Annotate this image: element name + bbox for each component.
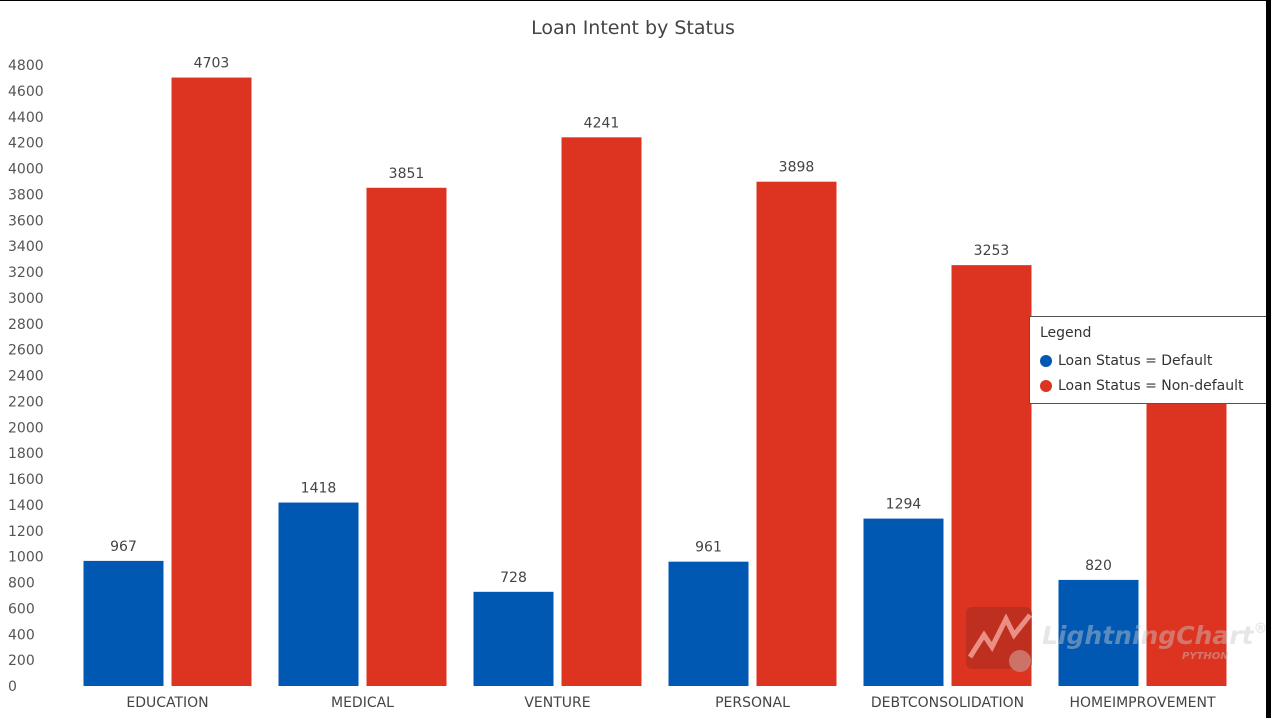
x-tick-label: PERSONAL xyxy=(715,695,790,711)
x-tick-label: EDUCATION xyxy=(126,695,208,711)
legend-item-label: Loan Status = Default xyxy=(1058,352,1213,369)
y-tick-label: 4200 xyxy=(8,136,44,152)
data-label: 961 xyxy=(695,540,722,556)
x-tick-label: HOMEIMPROVEMENT xyxy=(1070,695,1216,711)
frame-right-border xyxy=(1266,0,1271,718)
y-tick-label: 2000 xyxy=(8,420,44,436)
y-tick-label: 2400 xyxy=(8,369,44,385)
y-tick-label: 1000 xyxy=(8,550,44,566)
bar-default xyxy=(863,518,944,686)
y-tick-label: 2800 xyxy=(8,317,44,333)
y-tick-label: 4600 xyxy=(8,84,44,100)
legend-marker-icon xyxy=(1040,379,1052,392)
y-axis: 0 200 400 600 800 1000 1200 1400 1600 1800 2000 220… xyxy=(8,58,44,695)
data-label-group: 967 4703 1418 3851 728 4241 961 3898 1294 3253 820 xyxy=(110,56,1112,586)
data-label: 820 xyxy=(1085,558,1112,574)
legend-item-label: Loan Status = Non-default xyxy=(1058,377,1244,394)
y-tick-label: 1400 xyxy=(8,498,44,514)
y-tick-label: 2200 xyxy=(8,394,44,410)
y-tick-label: 1800 xyxy=(8,446,44,462)
bar-non-default xyxy=(561,137,642,686)
y-tick-label: 3400 xyxy=(8,239,44,255)
bar-default xyxy=(1058,579,1139,686)
bar-default xyxy=(278,502,359,686)
bar-non-default xyxy=(756,181,837,687)
lightningchart-logo-icon xyxy=(966,607,1032,672)
bar-group xyxy=(83,77,1227,687)
y-tick-label: 4400 xyxy=(8,110,44,126)
y-tick-label: 3000 xyxy=(8,291,44,307)
data-label: 4241 xyxy=(584,115,620,131)
data-label: 1418 xyxy=(301,481,337,497)
watermark-subtext: PYTHON xyxy=(1182,651,1229,662)
y-tick-label: 800 xyxy=(8,576,35,592)
data-label: 1294 xyxy=(886,497,922,513)
bar-default xyxy=(668,561,749,686)
x-axis: EDUCATION MEDICAL VENTURE PERSONAL DEBTCONSO… xyxy=(126,695,1216,711)
bar-non-default xyxy=(1146,399,1227,686)
data-label: 3851 xyxy=(389,166,425,182)
bar-default xyxy=(473,591,554,686)
data-label: 3253 xyxy=(974,243,1010,259)
frame-top-border xyxy=(0,0,1271,1)
data-label: 3898 xyxy=(779,160,815,176)
x-tick-label: VENTURE xyxy=(524,695,590,711)
legend-title: Legend xyxy=(1040,325,1092,341)
x-tick-label: MEDICAL xyxy=(331,695,394,711)
x-tick-label: DEBTCONSOLIDATION xyxy=(871,695,1024,711)
legend: Legend Loan Status = Default Loan Status… xyxy=(1029,316,1267,404)
y-tick-label: 0 xyxy=(8,679,17,695)
y-tick-label: 600 xyxy=(8,601,35,617)
y-tick-label: 3800 xyxy=(8,187,44,203)
lightningchart-watermark: LightningChart® PYTHON xyxy=(962,605,1268,675)
legend-item-non-default[interactable]: Loan Status = Non-default xyxy=(1040,373,1256,398)
data-label: 967 xyxy=(110,539,137,555)
legend-marker-icon xyxy=(1040,354,1052,367)
legend-item-default[interactable]: Loan Status = Default xyxy=(1040,348,1256,373)
y-tick-label: 4000 xyxy=(8,162,44,178)
y-tick-label: 3600 xyxy=(8,213,44,229)
data-label: 4703 xyxy=(194,56,230,72)
bar-default xyxy=(83,560,164,686)
y-tick-label: 1200 xyxy=(8,524,44,540)
watermark-text: LightningChart® xyxy=(1042,621,1268,650)
bar-non-default xyxy=(366,187,447,687)
bar-non-default xyxy=(951,265,1032,686)
y-tick-label: 400 xyxy=(8,627,35,643)
y-tick-label: 1600 xyxy=(8,472,44,488)
y-tick-label: 4800 xyxy=(8,58,44,74)
chart-title: Loan Intent by Status xyxy=(531,17,735,39)
bar-non-default xyxy=(171,77,252,686)
y-tick-label: 200 xyxy=(8,653,35,669)
data-label: 728 xyxy=(500,570,527,586)
y-tick-label: 2600 xyxy=(8,343,44,359)
y-tick-label: 3200 xyxy=(8,265,44,281)
